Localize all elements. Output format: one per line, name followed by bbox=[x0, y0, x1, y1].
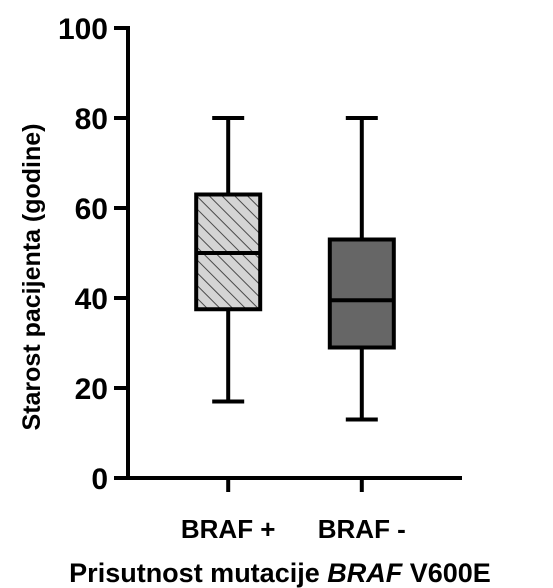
y-tick-label-80: 80 bbox=[75, 103, 108, 136]
y-axis-title: Starost pacijenta (godine) bbox=[18, 124, 46, 431]
box-brafneg bbox=[327, 116, 396, 422]
iqr-box-brafneg bbox=[327, 237, 396, 350]
boxes bbox=[194, 116, 396, 422]
y-tick-label-0: 0 bbox=[91, 463, 108, 496]
y-tick-label-100: 100 bbox=[58, 13, 108, 46]
y-tick-label-40: 40 bbox=[75, 283, 108, 316]
x-tick-label-brafpos: BRAF + bbox=[181, 514, 276, 544]
x-axis: BRAF + BRAF - bbox=[126, 476, 462, 544]
box-brafpos bbox=[194, 116, 263, 404]
x-axis-title: Prisutnost mutacije BRAF V600E bbox=[69, 558, 491, 588]
y-axis: 0 20 40 60 80 100 bbox=[58, 13, 130, 496]
x-axis-title-part-2: V600E bbox=[402, 558, 491, 588]
y-tick-label-60: 60 bbox=[75, 193, 108, 226]
x-axis-title-part-1: BRAF bbox=[327, 558, 403, 588]
x-axis-title-part-0: Prisutnost mutacije bbox=[69, 558, 327, 588]
x-tick-label-brafneg: BRAF - bbox=[318, 514, 406, 544]
y-tick-label-20: 20 bbox=[75, 373, 108, 406]
